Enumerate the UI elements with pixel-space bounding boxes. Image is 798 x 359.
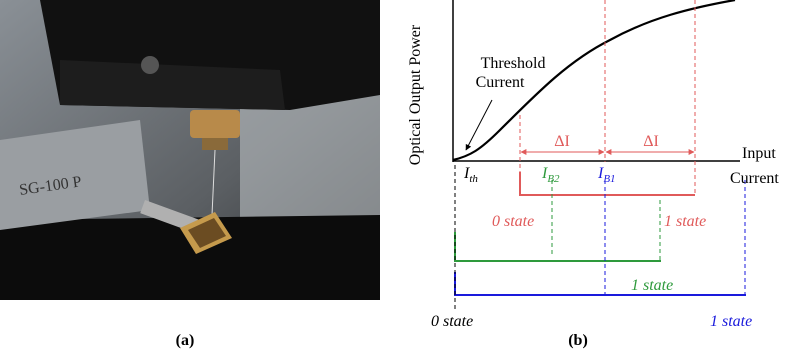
figure: SG-100 P (a) — [0, 0, 798, 359]
state-label: 0 state — [492, 213, 534, 230]
panel-label: (b) — [568, 332, 588, 349]
current-label: IB2 — [541, 165, 560, 185]
y-axis-label: Optical Output Power — [407, 24, 424, 165]
delta-label: ΔI — [554, 133, 570, 150]
delta-label: ΔI — [643, 133, 659, 150]
panel-label: (a) — [176, 332, 195, 349]
state-label: 1 state — [664, 213, 706, 230]
current-label: IB1 — [597, 165, 616, 185]
blue-guides — [455, 180, 746, 296]
diagram — [453, 0, 746, 310]
threshold-note: Threshold — [481, 55, 546, 72]
state-label: 1 state — [631, 277, 673, 294]
current-label: Ith — [463, 165, 478, 185]
state-label: 1 state — [710, 313, 752, 330]
photo: SG-100 P — [0, 0, 380, 300]
x-axis-label: Current — [730, 170, 779, 187]
x-axis-label: Input — [742, 145, 776, 162]
green-guides — [455, 180, 661, 262]
state-label: 0 state — [431, 313, 473, 330]
threshold-note: Current — [476, 74, 525, 91]
